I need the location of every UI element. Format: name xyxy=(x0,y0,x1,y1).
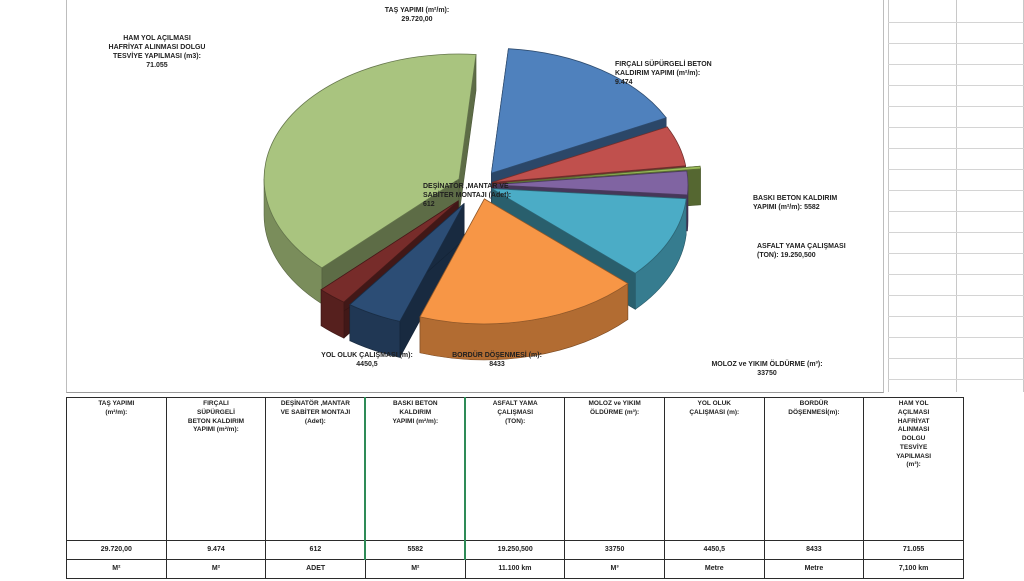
table-header-cell: BASKI BETON KALDIRIM YAPIMI (m²/m): xyxy=(364,397,467,541)
pie-label-3: BASKI BETON KALDIRIM YAPIMI (m²/m): 5582 xyxy=(753,195,837,211)
chart-area: TAŞ YAPIMI (m²/m): 29.720,00 FIRÇALI SÜPÜR… xyxy=(66,0,884,393)
pie-label-8: HAM YOL AÇILMASI HAFRİYAT ALINMASI DOLGU T… xyxy=(109,35,206,69)
table-header-cell: FIRÇALI SÜPÜRGELİ BETON KALDIRIM YAPIMI (m²… xyxy=(165,397,267,541)
table-header-cell: BORDÜR DÖŞENMESİ(m): xyxy=(763,397,865,541)
table-unit-cell: M² xyxy=(66,558,167,580)
pie-label-4: ASFALT YAMA ÇALIŞMASI (TON): 19.250,500 xyxy=(757,243,846,259)
table-unit-row: M² M² ADET M² 11.100 km M³ Metre Metre 7,100 km xyxy=(66,558,964,580)
pie-slice-6 xyxy=(349,202,465,358)
table-value-row: 29.720,00 9.474 612 5582 19.250,500 33750 4450… xyxy=(66,539,964,560)
pie-chart: TAŞ YAPIMI (m²/m): 29.720,00 FIRÇALI SÜPÜR… xyxy=(109,7,846,377)
table-value-cell: 71.055 xyxy=(863,539,964,560)
table-unit-cell: ADET xyxy=(265,558,366,580)
table-value-cell: 612 xyxy=(265,539,366,560)
table-value-cell: 33750 xyxy=(564,539,665,560)
table-unit-cell: M³ xyxy=(564,558,665,580)
table-unit-cell: Metre xyxy=(663,558,765,580)
table-value-cell: 4450,5 xyxy=(663,539,765,560)
table-header-cell: YOL OLUK ÇALIŞMASI (m): xyxy=(663,397,765,541)
pie-label-5: MOLOZ ve YIKIM ÖLDÜRME (m³): 33750 xyxy=(711,359,822,377)
pie-slice-5 xyxy=(419,198,629,361)
table-value-cell: 29.720,00 xyxy=(66,539,167,560)
table-unit-cell: Metre xyxy=(763,558,865,580)
table-header-cell: DEŞİNATÖR ,MANTAR VE SABİTER MONTAJI (Adet… xyxy=(265,397,366,541)
table-value-cell: 5582 xyxy=(364,539,467,560)
table-unit-cell: 7,100 km xyxy=(863,558,964,580)
table-value-cell: 19.250,500 xyxy=(464,539,566,560)
table-header-cell: MOLOZ ve YIKIM ÖLDÜRME (m³): xyxy=(564,397,665,541)
table-unit-cell: M² xyxy=(364,558,466,580)
table-value-cell: 8433 xyxy=(763,539,865,560)
pie-label-2: DEŞİNATÖR ,MANTAR VE SABİTER MONTAJI (Ade… xyxy=(423,181,511,208)
table-header-cell: ASFALT YAMA ÇALIŞMASI (TON): xyxy=(464,397,566,541)
pie-label-1: FIRÇALI SÜPÜRGELİ BETON KALDIRIM YAPIMI (… xyxy=(615,59,712,86)
table-header-cell: TAŞ YAPIMI (m²/m): xyxy=(66,397,167,541)
pie-label-0: TAŞ YAPIMI (m²/m): 29.720,00 xyxy=(385,7,449,23)
pie-label-7: YOL OLUK ÇALIŞMASI (m): 4450,5 xyxy=(321,352,413,368)
pie-label-6: BORDÜR DÖŞENMESİ (m): 8433 xyxy=(452,350,542,368)
table-value-cell: 9.474 xyxy=(165,539,267,560)
table-header-cell: HAM YOL AÇILMASI HAFRİYAT ALINMASI DOLGU TESV… xyxy=(863,397,964,541)
data-table: TAŞ YAPIMI (m²/m): FIRÇALI SÜPÜRGELİ BETON K… xyxy=(66,397,964,580)
table-unit-cell: M² xyxy=(165,558,267,580)
table-unit-cell: 11.100 km xyxy=(464,558,566,580)
spreadsheet-gridlines xyxy=(888,0,1024,392)
table-header-row: TAŞ YAPIMI (m²/m): FIRÇALI SÜPÜRGELİ BETON K… xyxy=(66,397,964,541)
